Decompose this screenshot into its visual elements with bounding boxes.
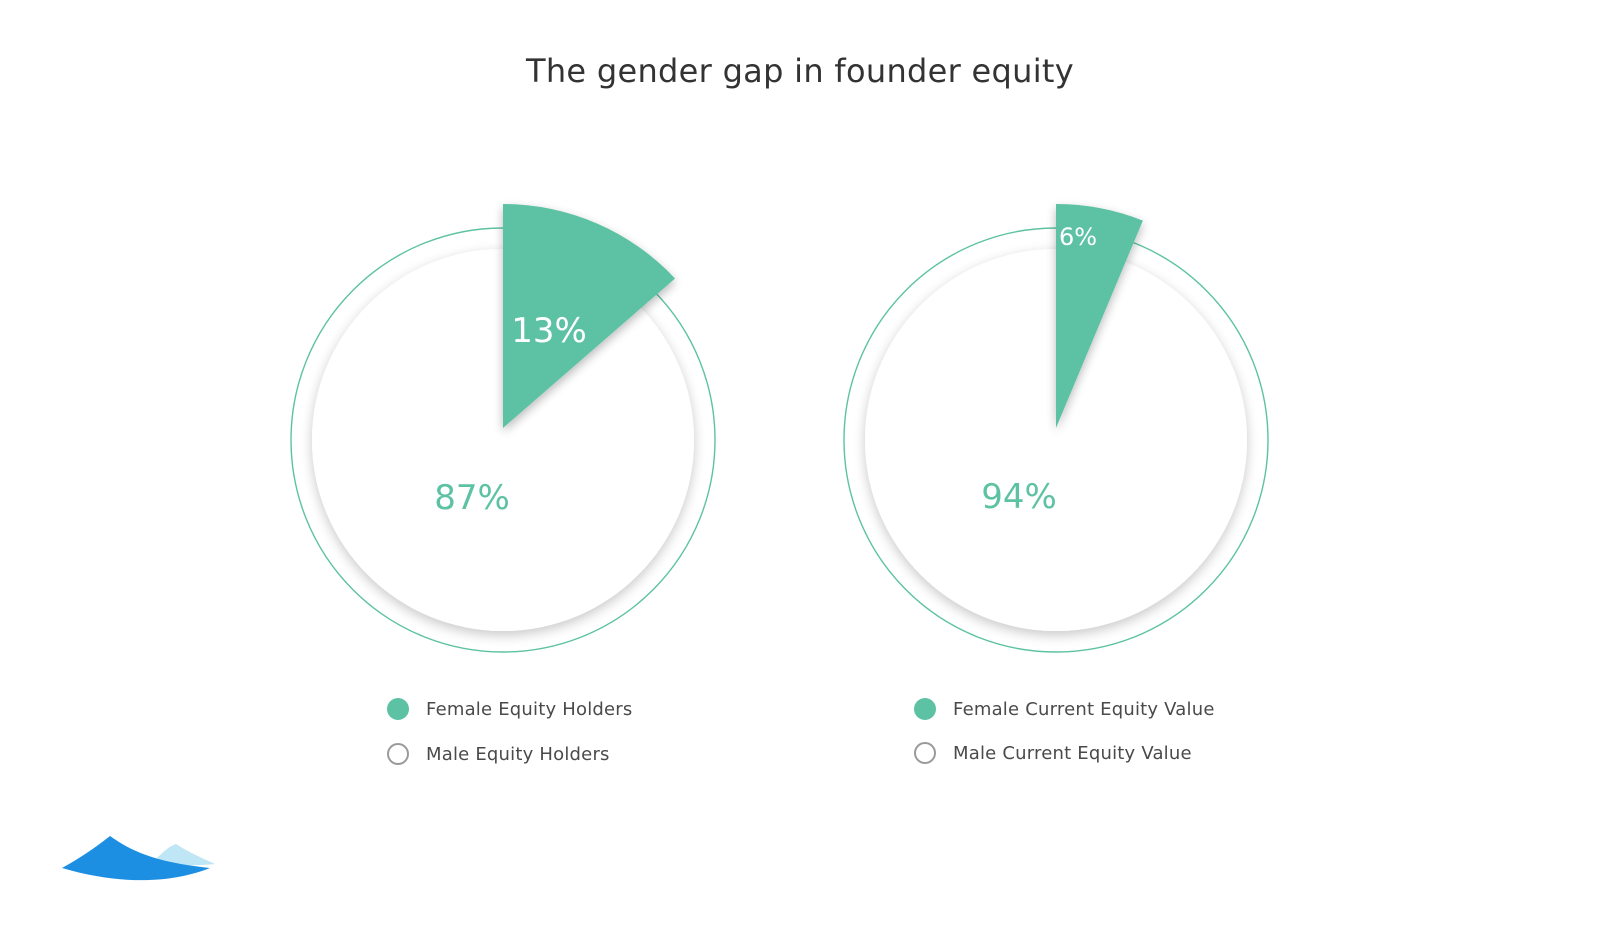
legend-item-male-equity-holders: Male Equity Holders [387,743,610,765]
pie-inner-disc [865,249,1247,631]
data-label-female: 13% [511,311,587,351]
legend-marker-filled [914,698,936,720]
pie-chart-equity-holders: 13% 87% [290,204,716,653]
pie-chart-current-equity-value: 6% 94% [843,204,1269,653]
pie-slice-female [1056,204,1143,428]
legend-marker-hollow [387,743,409,765]
data-label-female: 6% [1059,223,1097,251]
legend-label: Female Current Equity Value [953,698,1215,720]
legend-label: Male Current Equity Value [953,742,1192,764]
chart-title: The gender gap in founder equity [525,52,1075,90]
legend-marker-hollow [914,742,936,764]
legend-item-male-current-equity-value: Male Current Equity Value [914,742,1192,764]
legend-marker-filled [387,698,409,720]
legend-label: Male Equity Holders [426,743,610,765]
data-label-male: 87% [434,478,510,518]
legend-item-female-equity-holders: Female Equity Holders [387,698,632,720]
legend-label: Female Equity Holders [426,698,633,720]
wave-logo-icon [62,836,215,881]
legend-item-female-current-equity-value: Female Current Equity Value [914,698,1215,720]
data-label-male: 94% [981,477,1057,517]
pie-slice-female [503,204,676,428]
